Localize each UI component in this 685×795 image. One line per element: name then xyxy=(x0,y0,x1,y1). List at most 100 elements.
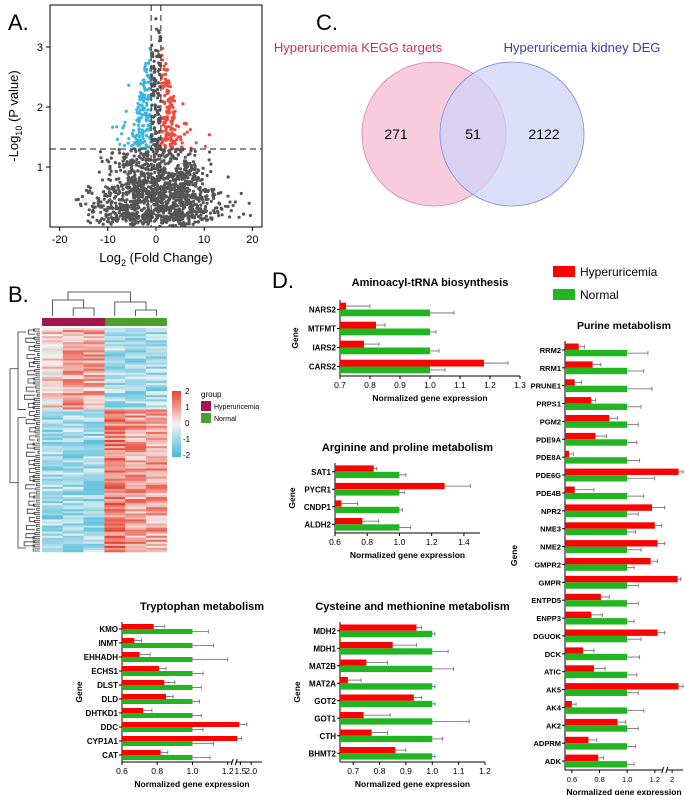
heatmap-cell xyxy=(83,533,105,537)
heatmap-cell xyxy=(62,541,84,545)
volcano-point xyxy=(159,99,163,103)
heatmap-cell xyxy=(62,385,84,388)
volcano-point xyxy=(152,127,156,131)
heatmap-cell xyxy=(83,437,105,441)
heatmap-cell xyxy=(104,521,126,524)
bar-hyperuricemia xyxy=(122,666,159,671)
volcano-point xyxy=(137,181,141,186)
dendro-left-branch xyxy=(25,533,35,539)
dendro-top-branch xyxy=(72,307,95,316)
volcano-point xyxy=(144,195,148,199)
heatmap-cell xyxy=(62,374,84,378)
heatmap-cell xyxy=(104,348,126,351)
heatmap-cell xyxy=(146,509,168,512)
volcano-point xyxy=(174,208,178,212)
heatmap-cell xyxy=(125,423,147,427)
volcano-point xyxy=(248,213,252,218)
volcano-point xyxy=(206,197,210,201)
bar-normal xyxy=(565,510,628,518)
heatmap-cell xyxy=(42,541,64,545)
bar-normal xyxy=(335,524,400,531)
heatmap-cell xyxy=(42,330,64,333)
heatmap-cell xyxy=(125,336,147,339)
heatmap-cell xyxy=(125,525,147,528)
volcano-point xyxy=(156,91,160,96)
heatmap-cell xyxy=(83,342,105,345)
bar-normal xyxy=(340,735,433,743)
bar-normal xyxy=(565,600,628,607)
heatmap-cell xyxy=(104,380,126,384)
heatmap-cell xyxy=(146,417,168,420)
volcano-point xyxy=(108,167,112,171)
volcano-point xyxy=(124,153,128,157)
heatmap-cell xyxy=(83,450,105,453)
heatmap-cell xyxy=(42,513,64,516)
volcano-point xyxy=(169,157,173,161)
heatmap-cell xyxy=(146,358,168,361)
volcano-point xyxy=(118,151,122,155)
heatmap-cell xyxy=(83,535,105,539)
volcano-point xyxy=(194,184,198,188)
dendro-left-branch xyxy=(28,362,35,368)
heatmap-cell xyxy=(62,358,84,361)
volcano-point xyxy=(154,187,158,191)
heatmap-cell xyxy=(83,480,105,484)
volcano-point xyxy=(159,141,163,146)
volcano-point xyxy=(118,180,122,184)
heatmap-cell xyxy=(125,407,147,410)
heatmap-cell xyxy=(146,543,168,547)
volcano-point xyxy=(84,188,89,192)
volcano-point xyxy=(171,223,175,227)
dendro-left-branch xyxy=(35,471,40,474)
heatmap-cell xyxy=(104,328,126,331)
volcano-point xyxy=(116,186,120,190)
volcano-point xyxy=(220,213,224,217)
volcano-point xyxy=(114,191,118,195)
heatmap-cell xyxy=(83,391,105,394)
heatmap-cell xyxy=(62,376,84,380)
heatmap-cell xyxy=(62,513,84,516)
heatmap-cell xyxy=(42,421,64,425)
heatmap-cell xyxy=(104,368,126,372)
heatmap-cell xyxy=(62,413,84,416)
group-legend-title: group xyxy=(201,390,222,399)
heatmap-cell xyxy=(42,342,64,345)
dendro-left-branch xyxy=(9,368,18,484)
volcano-point xyxy=(210,216,214,220)
volcano-point xyxy=(121,194,125,198)
volcano-point xyxy=(123,170,127,174)
bar-hyperuricemia xyxy=(340,302,346,310)
dendro-left-branch xyxy=(35,385,40,389)
bar-normal xyxy=(335,506,400,514)
heatmap-cell xyxy=(62,549,84,553)
heatmap-cell xyxy=(83,334,105,337)
heatmap-cell xyxy=(42,368,64,372)
volcano-point xyxy=(178,167,183,171)
heatmap-cell xyxy=(104,460,126,463)
bar-normal xyxy=(335,489,400,496)
heatmap-cell xyxy=(125,395,147,398)
category-label: DHTKD1 xyxy=(86,709,119,718)
dendro-left-branch xyxy=(29,427,35,433)
heatmap-cell xyxy=(42,446,64,449)
volcano-point xyxy=(181,102,185,106)
volcano-point xyxy=(168,188,172,193)
heatmap-cell xyxy=(62,527,84,530)
volcano-point xyxy=(114,201,118,205)
volcano-point xyxy=(109,201,113,205)
dendro-left-branch xyxy=(29,476,35,482)
volcano-point xyxy=(79,204,83,208)
volcano-point xyxy=(166,131,170,135)
volcano-point xyxy=(203,144,207,148)
volcano-point xyxy=(131,134,135,138)
volcano-point xyxy=(99,210,103,214)
heatmap-cell xyxy=(146,519,168,522)
heatmap-cell xyxy=(62,543,84,547)
dendro-left-branch xyxy=(34,414,40,417)
heatmap-cell xyxy=(42,470,64,473)
volcano-point xyxy=(109,222,113,226)
heatmap-cell xyxy=(146,403,168,406)
volcano-point xyxy=(130,163,134,168)
volcano-point xyxy=(120,212,124,217)
heatmap-cell xyxy=(83,382,105,386)
